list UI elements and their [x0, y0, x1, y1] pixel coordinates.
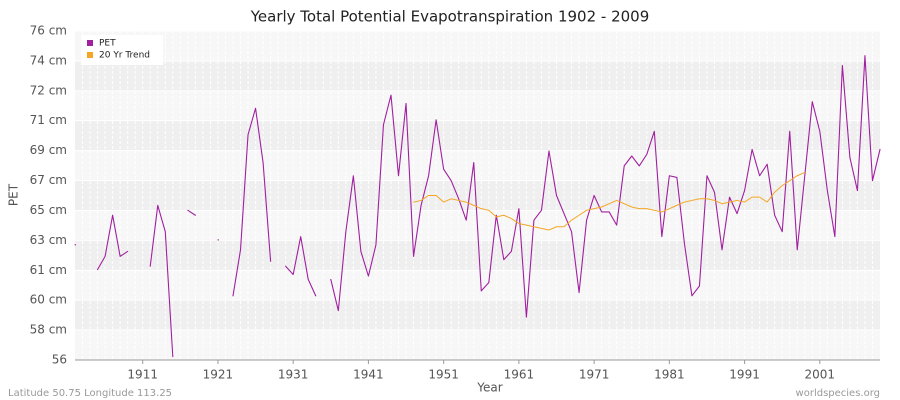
y-tick-label: 76 cm: [30, 24, 67, 38]
series-line: [413, 171, 806, 231]
band: [75, 120, 880, 151]
y-tick-label: 63 cm: [30, 233, 67, 247]
x-tick-label: 1911: [127, 368, 158, 382]
y-axis-label: PET: [7, 183, 21, 206]
footer-left: Latitude 50.75 Longitude 113.25: [8, 388, 172, 399]
x-tick-label: 1991: [729, 368, 760, 382]
legend-label: PET: [99, 39, 116, 49]
y-tick-label: 67 cm: [30, 173, 67, 187]
chart-title: Yearly Total Potential Evapotranspiratio…: [250, 8, 650, 26]
y-tick-label: 74 cm: [30, 53, 67, 67]
band: [75, 300, 880, 331]
x-tick-label: 1951: [428, 368, 459, 382]
x-tick-label: 1981: [654, 368, 685, 382]
x-tick-label: 1941: [353, 368, 384, 382]
y-tick-label: 69 cm: [30, 143, 67, 157]
band: [75, 180, 880, 211]
y-tick-label: 65 cm: [30, 203, 67, 217]
y-tick-label: 71 cm: [30, 113, 67, 127]
y-tick-label: 61 cm: [30, 263, 67, 277]
x-tick-label: 1971: [579, 368, 610, 382]
band: [75, 240, 880, 271]
y-tick-label: 58 cm: [30, 323, 67, 337]
x-tick-label: 1931: [278, 368, 309, 382]
x-tick-label: 2001: [805, 368, 836, 382]
band: [75, 60, 880, 91]
legend-box: [81, 35, 163, 65]
x-axis-label: Year: [476, 381, 502, 395]
legend-swatch: [87, 40, 93, 46]
series-line: [74, 55, 881, 358]
footer-right: worldspecies.org: [796, 388, 880, 399]
legend-label: 20 Yr Trend: [99, 51, 150, 61]
y-tick-label: 60 cm: [30, 293, 67, 307]
y-tick-label: 72 cm: [30, 83, 67, 97]
y-tick-label: 56: [52, 353, 67, 367]
x-tick-label: 1921: [203, 368, 234, 382]
x-tick-label: 1961: [504, 368, 535, 382]
legend-swatch: [87, 52, 93, 58]
